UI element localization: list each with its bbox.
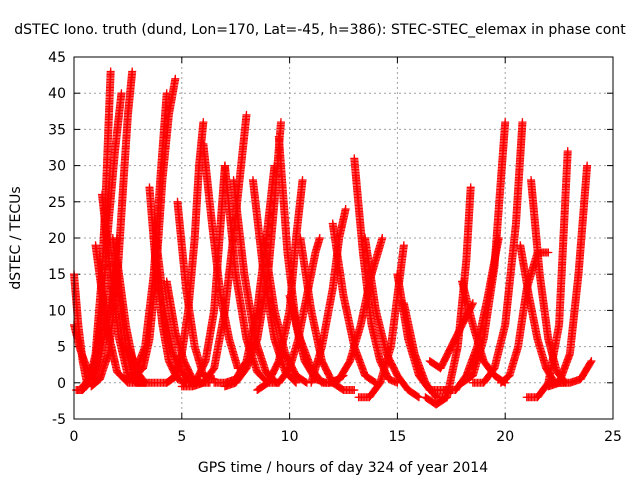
x-tick-label: 0 bbox=[70, 429, 79, 445]
data-point bbox=[162, 89, 171, 98]
y-tick-label: 0 bbox=[57, 376, 66, 392]
y-tick-label: 35 bbox=[48, 122, 66, 138]
y-tick-label: 45 bbox=[48, 50, 66, 66]
y-tick-label: 25 bbox=[48, 195, 66, 211]
data-point bbox=[171, 74, 180, 83]
data-point bbox=[106, 67, 115, 76]
y-tick-label: 20 bbox=[48, 231, 66, 247]
data-point bbox=[117, 89, 126, 98]
data-points bbox=[70, 67, 596, 409]
x-tick-label: 15 bbox=[388, 429, 406, 445]
y-tick-label: 40 bbox=[48, 86, 66, 102]
data-series bbox=[173, 197, 219, 384]
x-tick-label: 25 bbox=[604, 429, 622, 445]
x-tick-label: 5 bbox=[177, 429, 186, 445]
y-tick-label: 10 bbox=[48, 303, 66, 319]
chart-title: dSTEC Iono. truth (dund, Lon=170, Lat=-4… bbox=[14, 22, 626, 38]
x-tick-label: 20 bbox=[496, 429, 514, 445]
x-tick-label: 10 bbox=[281, 429, 299, 445]
data-point bbox=[199, 118, 208, 127]
y-tick-label: -5 bbox=[52, 412, 66, 428]
data-series bbox=[91, 241, 143, 387]
y-tick-label: 5 bbox=[57, 340, 66, 356]
y-tick-label: 30 bbox=[48, 159, 66, 175]
data-point bbox=[242, 110, 251, 119]
data-point bbox=[128, 67, 137, 76]
y-tick-label: 15 bbox=[48, 267, 66, 283]
